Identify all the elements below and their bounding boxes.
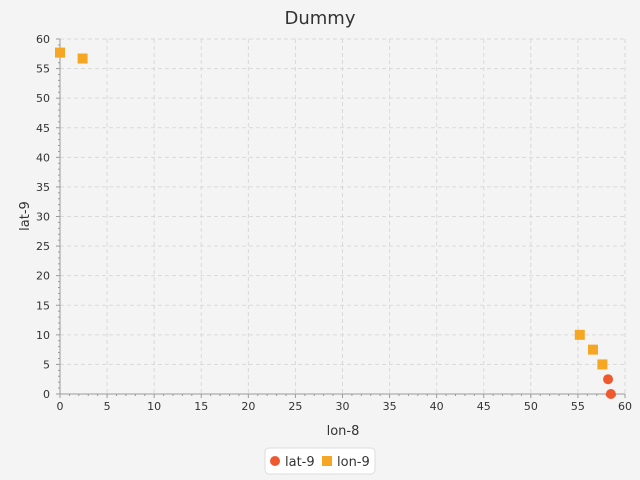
point-lon-9-4: [597, 359, 608, 370]
legend-marker-lon-9: [322, 456, 332, 466]
y-tick-label-1: 5: [43, 358, 50, 371]
x-tick-label-4: 20: [241, 400, 255, 413]
x-tick-label-9: 45: [477, 400, 491, 413]
legend-marker-lat-9: [270, 456, 280, 466]
legend-box: [264, 447, 376, 475]
y-tick-label-3: 15: [36, 299, 50, 312]
point-lon-9-0: [55, 47, 65, 58]
point-lon-9-3: [587, 344, 598, 355]
point-lat-9-0: [603, 374, 614, 385]
y-tick-label-5: 25: [36, 240, 50, 253]
y-tick-label-12: 60: [36, 33, 50, 46]
legend-label-lon-9: lon-9: [337, 455, 370, 470]
x-tick-label-1: 5: [104, 400, 111, 413]
x-tick-label-8: 40: [430, 400, 444, 413]
legend-label-lat-9: lat-9: [285, 455, 315, 470]
point-lon-9-2: [574, 329, 585, 340]
point-lat-9-1: [605, 389, 616, 399]
x-tick-label-12: 60: [618, 400, 632, 413]
y-tick-label-8: 40: [36, 151, 50, 164]
y-tick-label-9: 45: [36, 122, 50, 135]
y-tick-label-2: 10: [36, 329, 50, 342]
x-axis-label: lon-8: [327, 424, 360, 439]
x-tick-label-3: 15: [194, 400, 208, 413]
y-tick-label-7: 35: [36, 181, 50, 194]
x-tick-label-2: 10: [147, 400, 161, 413]
ticks-layer: 0 5 10 15 20 25 30 35 40 45 50 55 60 0 5 10 15 20 25 30 35 40…: [36, 33, 632, 413]
y-tick-label-0: 0: [43, 388, 50, 401]
points-layer: [55, 47, 616, 399]
y-tick-label-4: 20: [36, 270, 50, 283]
x-tick-label-0: 0: [57, 400, 64, 413]
y-tick-label-6: 30: [36, 211, 50, 224]
legend: lat-9 lon-9: [264, 447, 376, 475]
y-tick-label-10: 50: [36, 92, 50, 105]
y-axis-label: lat-9: [18, 201, 33, 231]
chart-title: Dummy: [285, 8, 356, 29]
x-tick-label-11: 55: [571, 400, 585, 413]
grid-layer: [59, 38, 626, 395]
point-lon-9-1: [77, 53, 88, 64]
x-tick-label-7: 35: [383, 400, 397, 413]
x-tick-label-6: 30: [336, 400, 350, 413]
y-tick-label-11: 55: [36, 63, 50, 76]
x-tick-label-5: 25: [288, 400, 302, 413]
x-tick-label-10: 50: [524, 400, 538, 413]
